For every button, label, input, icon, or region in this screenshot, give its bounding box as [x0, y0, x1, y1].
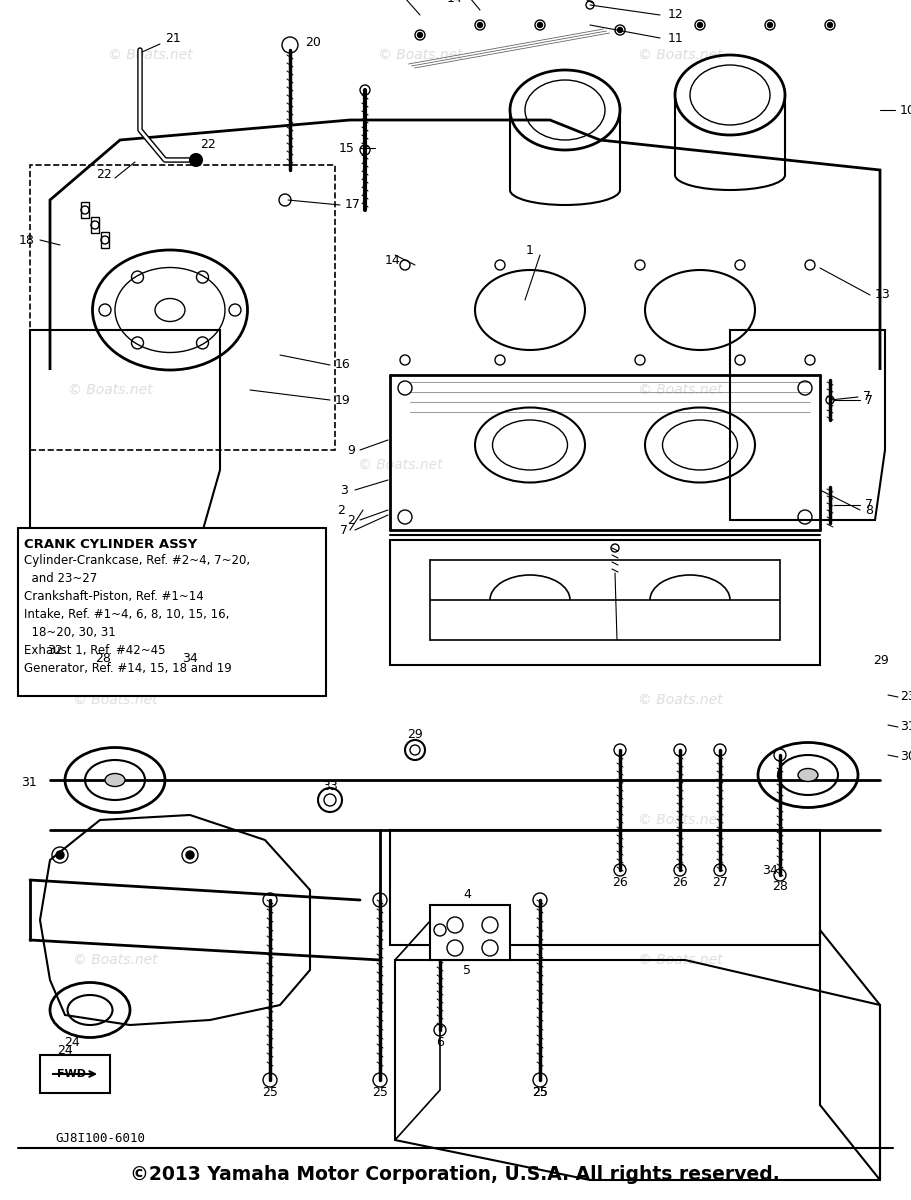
Text: © Boats.net: © Boats.net: [638, 48, 722, 62]
Text: Exhaust 1, Ref. #42~45: Exhaust 1, Ref. #42~45: [24, 644, 166, 658]
Text: 29: 29: [873, 654, 889, 666]
Text: 22: 22: [97, 168, 112, 181]
Text: Cylinder-Crankcase, Ref. #2~4, 7~20,: Cylinder-Crankcase, Ref. #2~4, 7~20,: [24, 554, 251, 566]
Circle shape: [56, 680, 64, 689]
Text: 25: 25: [372, 1086, 388, 1098]
Text: 32: 32: [47, 644, 63, 658]
Text: 25: 25: [262, 1086, 278, 1098]
Text: 7: 7: [863, 390, 871, 403]
Text: © Boats.net: © Boats.net: [638, 692, 722, 707]
Text: © Boats.net: © Boats.net: [67, 383, 152, 397]
Text: 14: 14: [447, 0, 463, 5]
Text: 5: 5: [463, 964, 471, 977]
Text: 17: 17: [345, 198, 361, 211]
Text: 2: 2: [347, 514, 355, 527]
Circle shape: [618, 28, 622, 32]
Text: 9: 9: [347, 444, 355, 456]
Text: 7: 7: [340, 523, 348, 536]
Text: Generator, Ref. #14, 15, 18 and 19: Generator, Ref. #14, 15, 18 and 19: [24, 662, 231, 674]
Circle shape: [186, 851, 194, 859]
Text: 13: 13: [875, 288, 891, 301]
Text: 26: 26: [672, 876, 688, 888]
Text: 20: 20: [305, 36, 321, 48]
Text: 24: 24: [64, 1037, 80, 1050]
Text: Crankshaft-Piston, Ref. #1~14: Crankshaft-Piston, Ref. #1~14: [24, 590, 204, 602]
Text: © Boats.net: © Boats.net: [73, 953, 158, 967]
Text: 12: 12: [668, 8, 684, 22]
Text: ©2013 Yamaha Motor Corporation, U.S.A. All rights reserved.: ©2013 Yamaha Motor Corporation, U.S.A. A…: [130, 1164, 780, 1183]
Text: 18~20, 30, 31: 18~20, 30, 31: [24, 626, 116, 638]
Text: 26: 26: [612, 876, 628, 888]
Bar: [18, 528, 326, 696]
Text: 7: 7: [865, 498, 873, 511]
Text: © Boats.net: © Boats.net: [638, 814, 722, 827]
Text: 3: 3: [340, 484, 348, 497]
Text: 24: 24: [57, 1044, 73, 1056]
Text: 1: 1: [526, 244, 534, 257]
Circle shape: [190, 154, 202, 166]
Circle shape: [56, 851, 64, 859]
Circle shape: [767, 23, 773, 28]
Text: 28: 28: [95, 652, 111, 665]
Text: 6: 6: [436, 1036, 444, 1049]
Circle shape: [827, 23, 833, 28]
Bar: [91, 217, 99, 233]
Circle shape: [186, 680, 194, 689]
Text: 19: 19: [335, 394, 351, 407]
Ellipse shape: [105, 774, 125, 786]
Bar: [40, 1055, 110, 1093]
Text: 2: 2: [337, 504, 345, 516]
Circle shape: [477, 23, 483, 28]
Text: © Boats.net: © Boats.net: [358, 458, 443, 472]
Text: 21: 21: [165, 31, 180, 44]
Bar: [81, 202, 89, 218]
Text: 34: 34: [182, 652, 198, 665]
Text: CRANK CYLINDER ASSY: CRANK CYLINDER ASSY: [24, 538, 198, 551]
Bar: [430, 905, 510, 960]
Text: © Boats.net: © Boats.net: [638, 953, 722, 967]
Text: and 23~27: and 23~27: [24, 572, 97, 584]
Text: GJ8I100-6010: GJ8I100-6010: [55, 1132, 145, 1145]
Text: 34: 34: [763, 864, 778, 876]
Circle shape: [537, 23, 542, 28]
Text: 22: 22: [200, 138, 216, 151]
Text: 25: 25: [532, 1086, 548, 1098]
Circle shape: [698, 23, 702, 28]
Ellipse shape: [798, 768, 818, 781]
Bar: [30, 164, 335, 450]
Text: © Boats.net: © Boats.net: [73, 692, 158, 707]
Text: © Boats.net: © Boats.net: [638, 383, 722, 397]
Text: 27: 27: [712, 876, 728, 888]
Text: 4: 4: [463, 888, 471, 901]
Bar: [101, 232, 109, 248]
Text: 31: 31: [21, 775, 37, 788]
Text: 8: 8: [865, 504, 873, 516]
Text: 14: 14: [384, 253, 400, 266]
Text: 25: 25: [532, 1086, 548, 1098]
Text: 28: 28: [772, 881, 788, 894]
Text: Intake, Ref. #1~4, 6, 8, 10, 15, 16,: Intake, Ref. #1~4, 6, 8, 10, 15, 16,: [24, 608, 230, 622]
Text: 10: 10: [900, 103, 911, 116]
Text: © Boats.net: © Boats.net: [378, 48, 462, 62]
Text: 30: 30: [900, 750, 911, 763]
Text: FWD: FWD: [57, 1069, 87, 1079]
Text: 29: 29: [407, 728, 423, 742]
Text: 15: 15: [339, 142, 355, 155]
Text: 23: 23: [900, 690, 911, 703]
Text: 16: 16: [335, 359, 351, 372]
Text: 7: 7: [865, 394, 873, 407]
Text: 31: 31: [900, 720, 911, 733]
Text: 18: 18: [19, 234, 35, 246]
Circle shape: [417, 32, 423, 37]
Text: 33: 33: [322, 780, 338, 792]
Text: 11: 11: [668, 31, 684, 44]
Text: © Boats.net: © Boats.net: [107, 48, 192, 62]
